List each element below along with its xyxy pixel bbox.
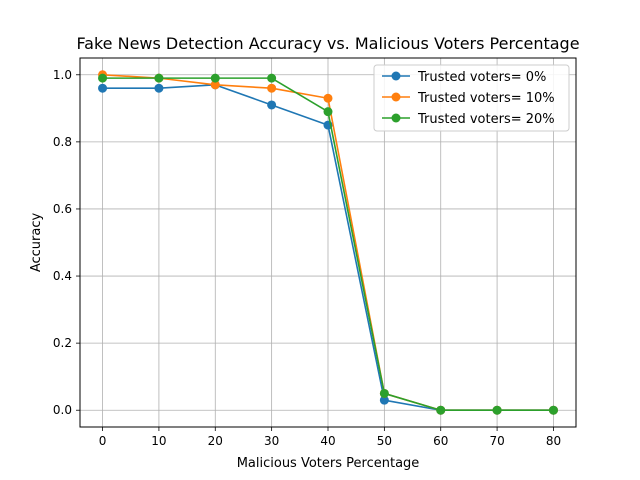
legend: Trusted voters= 0% Trusted voters= 10% Tru… bbox=[373, 64, 570, 132]
chart-title: Fake News Detection Accuracy vs. Malicio… bbox=[76, 34, 579, 53]
data-point bbox=[492, 405, 502, 415]
series-3 bbox=[98, 73, 558, 415]
legend-label: Trusted voters= 10% bbox=[417, 91, 555, 106]
data-point bbox=[210, 73, 220, 83]
data-point bbox=[98, 83, 108, 93]
y-tick-label: 0.6 bbox=[53, 202, 72, 216]
y-tick-label: 0.4 bbox=[53, 269, 72, 283]
data-point bbox=[267, 83, 277, 93]
legend-marker bbox=[391, 92, 401, 102]
x-tick-label: 40 bbox=[320, 434, 335, 448]
legend-label: Trusted voters= 0% bbox=[417, 70, 546, 85]
data-point bbox=[154, 83, 164, 93]
y-tick-label: 0.2 bbox=[53, 336, 72, 350]
data-point bbox=[267, 73, 277, 83]
series-layer bbox=[98, 70, 558, 415]
data-point bbox=[436, 405, 446, 415]
data-point bbox=[323, 93, 333, 103]
y-axis: 0.0 0.2 0.4 0.6 0.8 1.0 bbox=[53, 68, 80, 417]
data-point bbox=[323, 107, 333, 117]
x-tick-label: 20 bbox=[208, 434, 223, 448]
data-point bbox=[379, 388, 389, 398]
x-tick-label: 60 bbox=[433, 434, 448, 448]
y-axis-label: Accuracy bbox=[29, 213, 44, 273]
x-tick-label: 10 bbox=[151, 434, 166, 448]
data-point bbox=[379, 395, 389, 405]
legend-marker bbox=[391, 71, 401, 81]
data-point bbox=[267, 100, 277, 110]
x-tick-label: 70 bbox=[489, 434, 504, 448]
x-tick-label: 80 bbox=[546, 434, 561, 448]
legend-label: Trusted voters= 20% bbox=[417, 112, 555, 127]
legend-marker bbox=[391, 113, 401, 123]
x-axis-label: Malicious Voters Percentage bbox=[237, 456, 420, 471]
data-point bbox=[548, 405, 558, 415]
data-point bbox=[98, 73, 108, 83]
x-tick-label: 50 bbox=[377, 434, 392, 448]
x-axis: 0 10 20 30 40 50 60 70 80 bbox=[99, 427, 561, 448]
y-tick-label: 0.0 bbox=[53, 403, 72, 417]
x-tick-label: 30 bbox=[264, 434, 279, 448]
legend-box bbox=[373, 64, 570, 132]
data-point bbox=[210, 80, 220, 90]
data-point bbox=[154, 73, 164, 83]
y-tick-label: 1.0 bbox=[53, 68, 72, 82]
x-tick-label: 0 bbox=[99, 434, 107, 448]
y-tick-label: 0.8 bbox=[53, 135, 72, 149]
